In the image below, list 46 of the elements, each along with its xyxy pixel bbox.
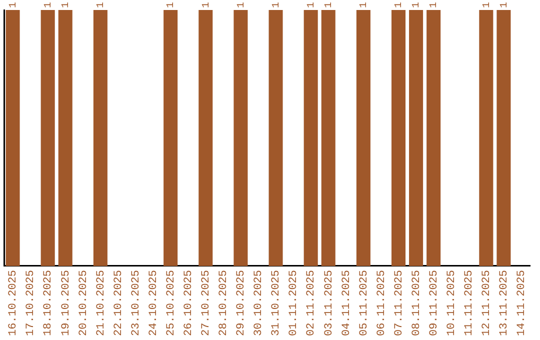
x-tick-label: 05.11.2025: [358, 270, 370, 336]
x-tick-label: 02.11.2025: [306, 270, 318, 336]
x-tick-label: 21.10.2025: [95, 270, 108, 336]
x-tick-label: 31.10.2025: [270, 270, 283, 336]
data-label: 1: [499, 2, 510, 8]
x-tick-label: 14.11.2025: [516, 270, 528, 336]
x-tick-label: 18.10.2025: [42, 270, 55, 336]
data-label: 1: [324, 2, 336, 8]
x-tick-label: 22.10.2025: [112, 270, 125, 336]
data-label: 1: [394, 2, 406, 8]
x-tick-label: 27.10.2025: [200, 270, 213, 336]
x-tick-label: 07.11.2025: [393, 270, 406, 336]
x-tick-label: 01.11.2025: [288, 270, 300, 336]
data-label: 1: [412, 2, 423, 8]
x-tick-label: 30.10.2025: [253, 270, 266, 336]
x-tick-label: 13.11.2025: [498, 270, 511, 336]
data-label: 1: [8, 2, 20, 8]
x-tick-label: 04.11.2025: [340, 270, 353, 336]
x-tick-label: 12.11.2025: [481, 270, 494, 336]
x-tick-label: 29.10.2025: [236, 270, 248, 336]
data-label: 1: [61, 2, 72, 8]
data-label: 1: [166, 2, 178, 8]
x-tick-label: 19.10.2025: [60, 270, 72, 336]
x-tick-label: 17.10.2025: [25, 270, 38, 336]
x-tick-label: 25.10.2025: [165, 270, 178, 336]
x-tick-label: 11.11.2025: [464, 270, 476, 336]
x-tick-label: 16.10.2025: [8, 270, 20, 336]
x-tick-label: 26.10.2025: [183, 270, 196, 336]
data-label: 1: [236, 2, 248, 8]
data-label: 1: [43, 2, 54, 8]
x-tick-label: 28.10.2025: [218, 270, 230, 336]
data-label: 1: [96, 2, 108, 8]
x-tick-label: 10.11.2025: [446, 270, 458, 336]
data-label: 1: [429, 2, 440, 8]
x-tick-label: 03.11.2025: [323, 270, 336, 336]
x-tick-label: 09.11.2025: [428, 270, 440, 336]
data-label: 1: [271, 2, 282, 8]
x-tick-label: 23.10.2025: [130, 270, 142, 336]
data-label: 1: [482, 2, 493, 8]
x-tick-label: 24.10.2025: [148, 270, 160, 336]
data-label: 1: [306, 2, 318, 8]
data-label: 1: [359, 2, 370, 8]
data-label: 1: [201, 2, 212, 8]
x-tick-label: 06.11.2025: [376, 270, 388, 336]
x-tick-label: 20.10.2025: [78, 270, 90, 336]
x-tick-label: 08.11.2025: [410, 270, 423, 336]
